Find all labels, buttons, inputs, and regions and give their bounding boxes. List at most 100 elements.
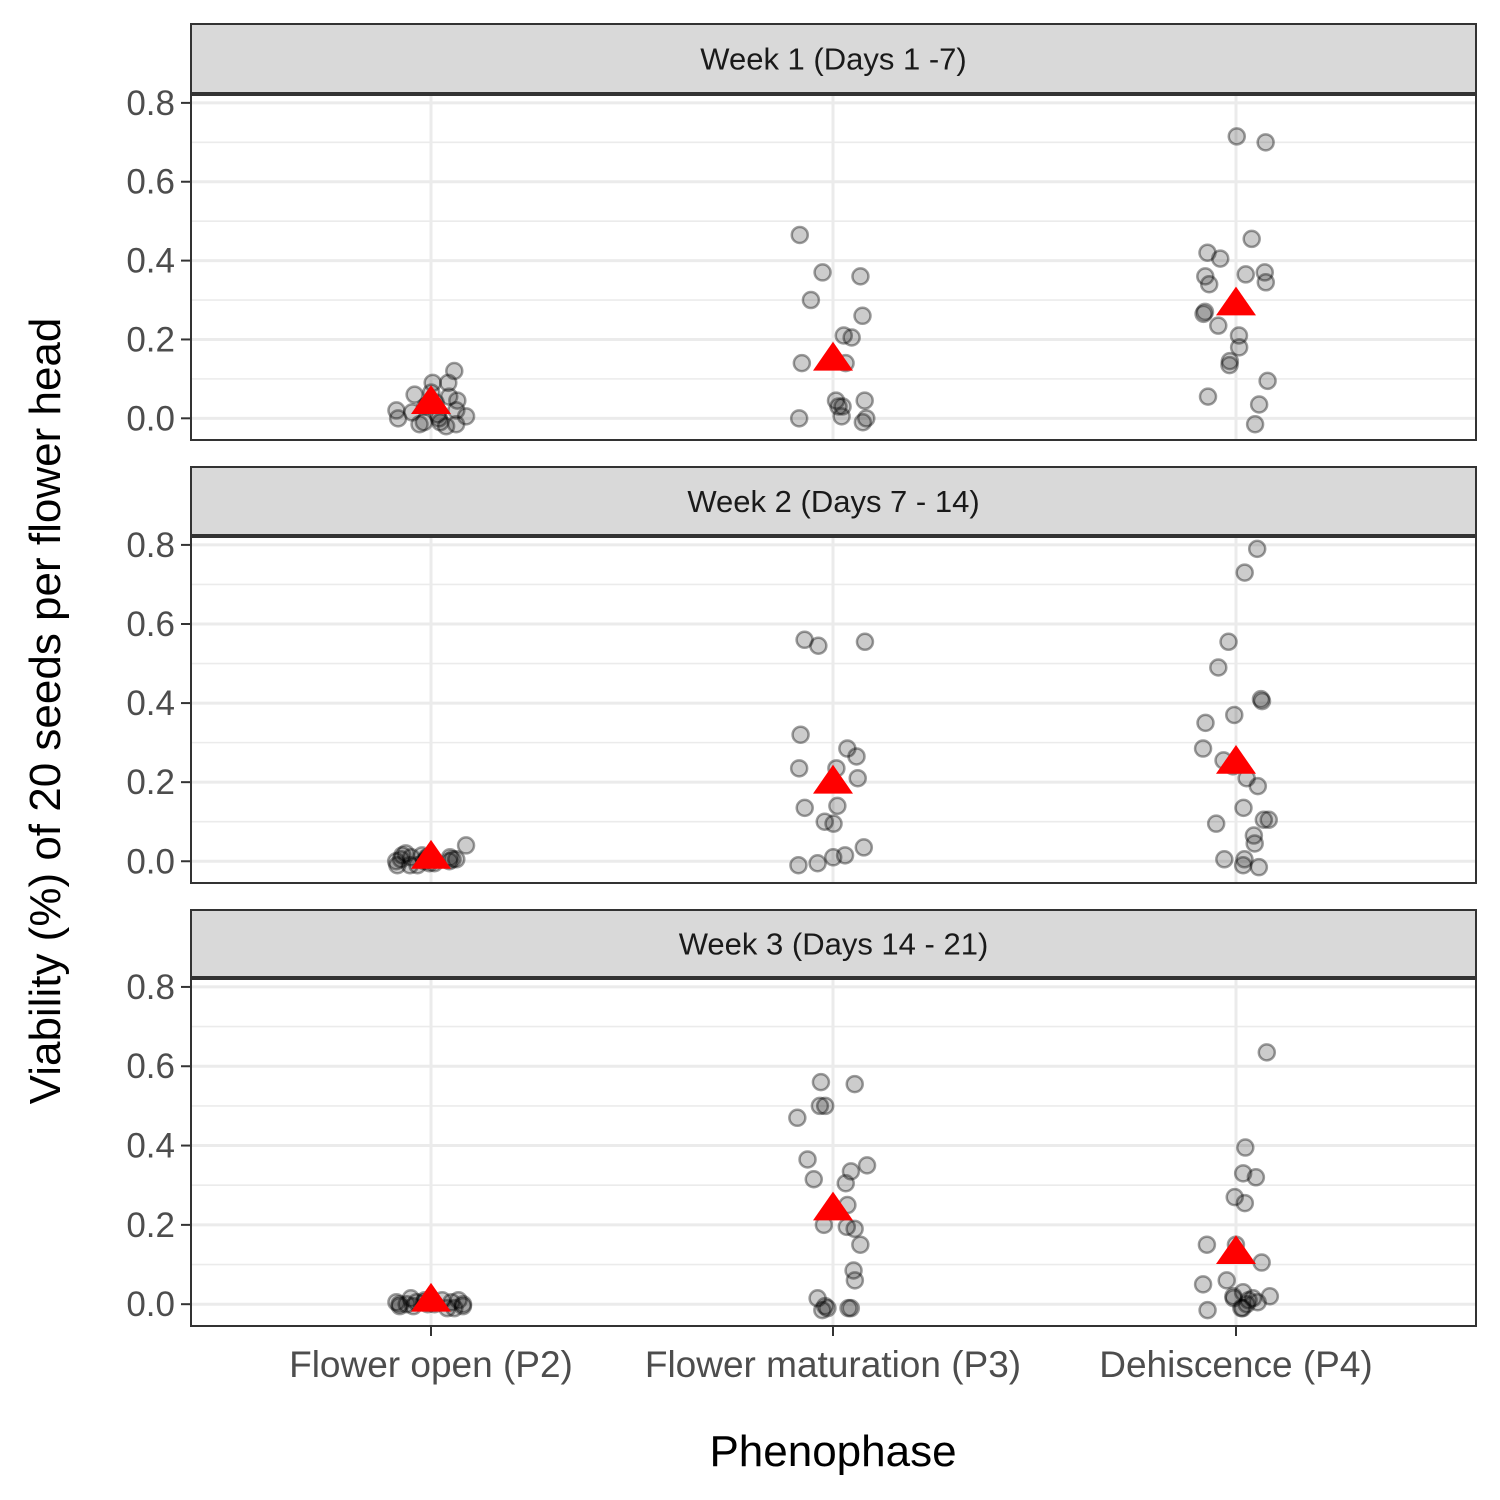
- facet-panel: Week 3 (Days 14 - 21) 0.0 0.2 0.4 0.6 0.8: [126, 909, 1477, 1327]
- data-point: [834, 326, 854, 345]
- data-point: [1246, 1168, 1266, 1187]
- data-point: [390, 1296, 409, 1316]
- data-point: [1252, 691, 1272, 711]
- y-tick-label: 0.2: [126, 1206, 175, 1245]
- data-point: [448, 391, 467, 410]
- data-point: [789, 855, 808, 875]
- y-tick-label: 0.0: [126, 842, 175, 881]
- facet-strip-title: Week 3 (Days 14 - 21): [679, 927, 989, 962]
- data-point: [815, 1296, 835, 1316]
- data-point: [829, 397, 848, 416]
- data-point: [791, 725, 810, 744]
- data-point: [848, 768, 867, 788]
- data-point: [1220, 355, 1239, 375]
- data-point: [456, 407, 476, 426]
- data-point: [789, 409, 809, 428]
- data-point: [1225, 1187, 1244, 1207]
- data-point: [1249, 857, 1269, 877]
- data-point: [1249, 395, 1269, 414]
- data-point: [1236, 265, 1256, 284]
- data-point: [387, 401, 406, 420]
- data-point: [445, 361, 464, 381]
- y-tick-label: 0.4: [126, 1127, 175, 1166]
- data-point: [811, 1072, 831, 1092]
- mean-marker: [411, 839, 451, 869]
- data-point: [801, 290, 821, 310]
- y-tick-label: 0.8: [126, 526, 175, 565]
- x-axis-title: Phenophase: [709, 1427, 956, 1476]
- data-point: [1252, 1253, 1271, 1272]
- data-point: [845, 1074, 864, 1094]
- data-point: [1254, 810, 1274, 829]
- data-point: [826, 391, 846, 410]
- data-point: [1234, 798, 1253, 818]
- data-point: [1199, 275, 1219, 294]
- mean-marker: [411, 1282, 451, 1312]
- data-point: [823, 848, 843, 867]
- y-axis-title: Viability (%) of 20 seeds per flower hea…: [21, 318, 70, 1105]
- mean-marker: [1216, 286, 1256, 316]
- data-point: [1209, 658, 1228, 677]
- data-point: [1225, 705, 1244, 725]
- data-point: [841, 1162, 861, 1181]
- data-point: [1193, 1275, 1213, 1294]
- data-point: [397, 1294, 416, 1314]
- data-point: [1251, 689, 1271, 709]
- data-point: [1257, 1043, 1277, 1062]
- y-tick-label: 0.8: [126, 84, 175, 123]
- data-point: [386, 852, 406, 871]
- y-tick-label: 0.8: [126, 968, 175, 1007]
- data-point: [1195, 302, 1215, 322]
- data-point: [1219, 632, 1238, 652]
- data-point: [1260, 1287, 1280, 1306]
- data-point: [387, 1292, 406, 1312]
- data-point: [1224, 1288, 1243, 1308]
- data-point: [414, 413, 434, 432]
- data-point: [439, 387, 459, 406]
- data-point: [818, 1298, 837, 1318]
- data-point: [832, 407, 851, 426]
- data-point: [1233, 1283, 1253, 1302]
- data-point: [788, 1108, 807, 1128]
- data-point: [1215, 850, 1234, 869]
- data-point: [1196, 713, 1215, 733]
- data-point: [804, 1170, 824, 1189]
- data-point: [453, 1296, 473, 1316]
- facet-strip: [190, 909, 1477, 978]
- data-point: [390, 1294, 409, 1314]
- data-point: [845, 1271, 865, 1290]
- data-point: [405, 385, 424, 404]
- data-point: [1244, 826, 1264, 845]
- y-tick-label: 0.2: [126, 320, 175, 359]
- data-point: [1239, 1290, 1258, 1310]
- facet-panel: Week 1 (Days 1 -7) 0.0 0.2 0.4 0.6 0.8: [126, 23, 1477, 441]
- data-point: [842, 328, 861, 347]
- data-point: [855, 632, 875, 652]
- data-point: [1245, 834, 1264, 853]
- y-tick-label: 0.4: [126, 684, 175, 723]
- data-point: [809, 636, 828, 655]
- data-point: [1235, 1193, 1255, 1213]
- data-point: [1243, 1288, 1263, 1308]
- data-point: [1258, 371, 1277, 391]
- panel-border: [190, 94, 1477, 441]
- data-point: [1256, 133, 1275, 152]
- data-point: [1248, 1292, 1267, 1312]
- data-point: [443, 850, 462, 869]
- data-point: [1217, 1271, 1236, 1290]
- mean-marker: [813, 1191, 853, 1221]
- y-tick-label: 0.6: [126, 163, 175, 202]
- data-point: [1224, 1287, 1243, 1306]
- data-point: [789, 759, 809, 778]
- data-point: [839, 1298, 858, 1318]
- data-point: [857, 1156, 877, 1175]
- y-tick-label: 0.2: [126, 763, 175, 802]
- data-point: [795, 798, 814, 818]
- data-point: [447, 850, 466, 869]
- facet-strip-title: Week 1 (Days 1 -7): [700, 42, 966, 77]
- data-point: [824, 814, 843, 833]
- data-point: [1248, 776, 1268, 796]
- data-point: [798, 1150, 817, 1169]
- data-point: [853, 413, 873, 432]
